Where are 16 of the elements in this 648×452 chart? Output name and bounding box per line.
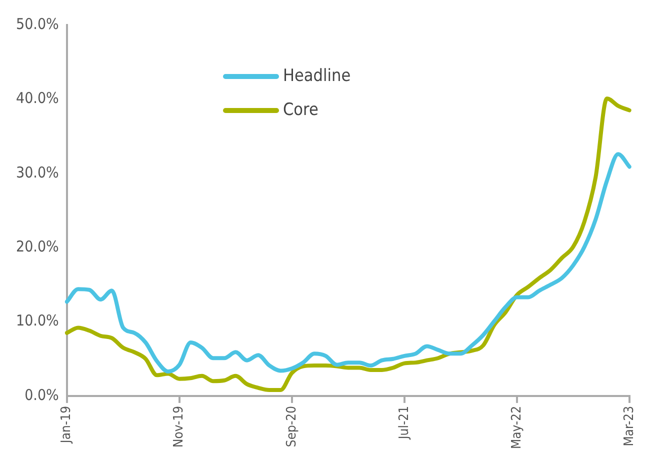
x-tick-label: May-22 [509, 406, 524, 450]
legend-label: Core [283, 100, 318, 120]
y-tick-label: 30.0% [16, 163, 60, 182]
x-tick-label: Mar-23 [622, 406, 637, 446]
x-tick-label: Nov-19 [172, 406, 187, 448]
y-tick-label: 40.0% [16, 89, 60, 108]
line-series [64, 152, 632, 374]
line-series [64, 96, 632, 392]
y-tick-label: 10.0% [16, 312, 60, 330]
y-tick-label: 20.0% [16, 237, 60, 256]
x-tick-label: Sep-20 [284, 406, 300, 448]
legend-label: Headline [283, 66, 351, 86]
y-tick-label: 50.0% [16, 14, 60, 33]
y-tick-label: 0.0% [24, 386, 60, 404]
x-tick-label: Jan-19 [59, 406, 74, 444]
x-tick-label: Jul-21 [396, 406, 412, 440]
